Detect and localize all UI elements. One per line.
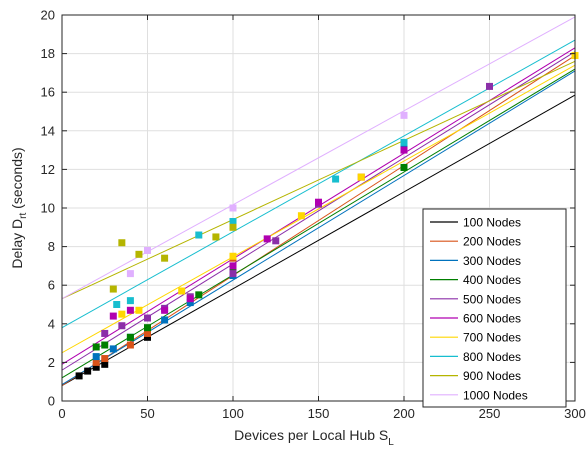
x-axis-label-sub: L (388, 437, 394, 448)
y-tick-label: 14 (41, 123, 55, 138)
y-tick-label: 6 (48, 278, 55, 293)
y-tick-label: 18 (41, 46, 55, 61)
legend: 100 Nodes 200 Nodes 300 Nodes 400 Nodes 500 … (422, 208, 567, 408)
data-point (161, 254, 169, 262)
data-point (144, 333, 151, 341)
y-axis-label-sub: rt (18, 213, 29, 219)
legend-box (422, 208, 567, 408)
legend-label: 800 Nodes (463, 350, 521, 364)
legend-label: 100 Nodes (463, 216, 521, 230)
data-point (144, 314, 151, 322)
x-axis-label-main: Devices per Local Hub S (234, 427, 388, 443)
data-point (113, 301, 121, 308)
x-tick-label: 300 (564, 406, 586, 421)
data-point (186, 299, 194, 307)
data-point (92, 353, 100, 361)
data-point (400, 138, 408, 146)
data-point (92, 358, 100, 366)
x-tick-label: 50 (140, 406, 154, 421)
data-point (144, 324, 151, 332)
data-markers (75, 52, 579, 380)
fit-line (61, 60, 576, 300)
legend-label: 600 Nodes (463, 312, 521, 326)
axis-ticks: 0 50 100 150 200 250 300 0 2 4 6 8 10 12 14 16 18 20 (41, 8, 586, 422)
legend-label: 400 Nodes (463, 273, 521, 287)
data-point (118, 239, 126, 247)
data-point (400, 111, 408, 119)
y-tick-label: 20 (41, 8, 55, 23)
x-tick-label: 250 (479, 406, 501, 421)
data-point (109, 345, 117, 353)
data-point (101, 329, 109, 337)
data-point (135, 250, 143, 258)
data-point (486, 82, 493, 90)
data-point (92, 343, 100, 351)
legend-label: 700 Nodes (463, 331, 521, 345)
data-point (161, 306, 169, 314)
x-axis-label: Devices per Local Hub SL (234, 427, 394, 448)
data-point (144, 246, 151, 254)
data-point (126, 341, 134, 349)
data-point (101, 355, 109, 363)
data-point (109, 312, 117, 320)
y-tick-label: 2 (48, 355, 55, 370)
y-tick-label: 0 (48, 394, 55, 409)
y-tick-label: 16 (41, 85, 55, 100)
data-point (101, 341, 109, 349)
data-point (229, 262, 237, 270)
y-tick-label: 10 (41, 201, 55, 216)
y-axis-label-unit: (seconds) (9, 147, 25, 212)
data-point (195, 291, 203, 299)
fit-line (61, 64, 576, 354)
data-point (126, 270, 134, 278)
data-point (315, 198, 322, 206)
data-point (118, 322, 126, 330)
data-point (101, 360, 109, 368)
data-point (400, 142, 408, 150)
data-point (92, 363, 100, 371)
legend-label: 900 Nodes (463, 369, 521, 383)
data-point (272, 237, 280, 245)
x-tick-label: 100 (222, 406, 244, 421)
legend-label: 500 Nodes (463, 292, 521, 306)
y-tick-label: 8 (48, 239, 55, 254)
data-point (126, 297, 134, 305)
data-point (126, 333, 134, 341)
x-tick-label: 200 (393, 406, 415, 421)
data-point (297, 212, 305, 220)
legend-label: 1000 Nodes (463, 388, 528, 402)
y-tick-label: 12 (41, 162, 55, 177)
data-point (400, 146, 408, 154)
data-point (75, 372, 83, 380)
data-point (118, 310, 126, 318)
data-point (161, 316, 169, 324)
data-point (400, 163, 408, 171)
data-point (263, 235, 271, 243)
data-point (84, 367, 92, 375)
data-point (229, 270, 237, 278)
data-point (229, 252, 237, 260)
data-point (229, 204, 237, 212)
y-axis-label-main: Delay D (9, 219, 25, 269)
data-point (357, 173, 365, 181)
legend-label: 200 Nodes (463, 235, 521, 249)
legend-label: 300 Nodes (463, 254, 521, 268)
x-tick-label: 0 (58, 406, 65, 421)
y-axis-label: Delay Drt (seconds) (9, 147, 29, 268)
x-tick-label: 150 (308, 406, 330, 421)
data-point (332, 175, 340, 183)
data-point (212, 233, 220, 241)
data-point (135, 306, 143, 314)
data-point (126, 306, 134, 314)
data-point (229, 223, 237, 231)
y-tick-label: 4 (48, 316, 55, 331)
data-point (144, 329, 151, 337)
data-point (109, 285, 117, 293)
data-point (195, 231, 203, 239)
data-point (186, 295, 194, 303)
data-point (178, 287, 186, 295)
data-point (229, 218, 237, 226)
